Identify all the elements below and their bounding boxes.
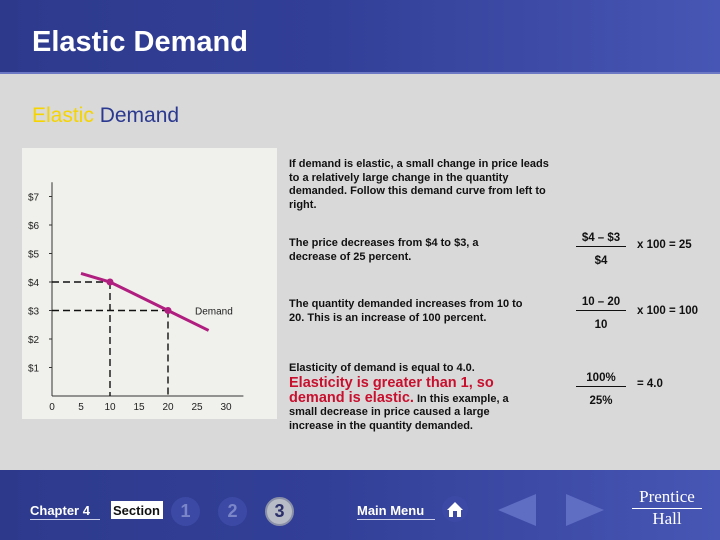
elasticity-fraction-denominator: 25%: [589, 395, 613, 407]
example-text: In this example, a small decrease in pri…: [289, 392, 509, 432]
publisher-logo: Prentice Hall: [622, 488, 712, 528]
chapter-link[interactable]: Chapter 4: [30, 503, 90, 518]
section-2-button[interactable]: 2: [218, 497, 247, 526]
brand-line-1: Prentice: [639, 487, 695, 506]
x-tick-label: 0: [49, 402, 55, 413]
y-tick-label: $5: [28, 250, 40, 261]
y-tick-label: $7: [28, 193, 40, 204]
subtitle: Elastic Demand: [32, 104, 179, 128]
demand-chart: $1$2$3$4$5$6$7051015202530QuantityPriceD…: [28, 182, 244, 413]
brand-line-2: Hall: [652, 509, 682, 528]
quantity-fraction: 10 – 20 10: [576, 296, 626, 331]
section-3-button[interactable]: 3: [265, 497, 294, 526]
elasticity-fraction-numerator: 100%: [576, 372, 626, 387]
y-tick-label: $2: [28, 335, 40, 346]
back-arrow-icon[interactable]: [496, 491, 540, 529]
quantity-change-text: The quantity demanded increases from 10 …: [289, 298, 523, 324]
elasticity-fraction: 100% 25%: [576, 372, 626, 407]
elasticity-result: = 4.0: [637, 378, 663, 390]
elastic-explanation: Elasticity is greater than 1, so demand …: [289, 375, 529, 433]
price-result: x 100 = 25: [637, 239, 692, 251]
quantity-fraction-numerator: 10 – 20: [576, 296, 626, 311]
y-tick-label: $6: [28, 221, 40, 232]
price-change-text: The price decreases from $4 to $3, a dec…: [289, 237, 479, 263]
price-fraction-numerator: $4 – $3: [576, 232, 626, 247]
main-menu-link[interactable]: Main Menu: [357, 503, 425, 518]
x-tick-label: 5: [78, 402, 84, 413]
x-tick-label: 25: [191, 402, 203, 413]
demand-label: Demand: [195, 307, 233, 318]
y-tick-label: $1: [28, 364, 40, 375]
price-fraction-denominator: $4: [594, 255, 608, 267]
price-fraction: $4 – $3 $4: [576, 232, 626, 267]
forward-arrow-icon[interactable]: [562, 491, 606, 529]
main-menu-underline: [357, 519, 435, 520]
intro-text: If demand is elastic, a small change in …: [289, 158, 549, 211]
chapter-underline: [30, 519, 100, 520]
elasticity-text: Elasticity of demand is equal to 4.0.: [289, 362, 475, 374]
chart-panel: $1$2$3$4$5$6$7051015202530QuantityPriceD…: [22, 148, 277, 419]
x-tick-label: 30: [220, 402, 232, 413]
page-title: Elastic Demand: [32, 26, 248, 58]
demand-point: [106, 278, 114, 286]
home-icon[interactable]: [441, 495, 469, 523]
y-tick-label: $4: [28, 278, 40, 289]
section-1-button[interactable]: 1: [171, 497, 200, 526]
x-tick-label: 20: [162, 402, 174, 413]
section-label-box: [111, 501, 163, 519]
footer-nav: Chapter 4 Section 1 2 3 Main Menu Prenti…: [0, 470, 720, 540]
quantity-result: x 100 = 100: [637, 305, 699, 317]
subtitle-rest: Demand: [93, 104, 180, 127]
x-tick-label: 10: [104, 402, 116, 413]
title-divider: [0, 72, 720, 74]
content-area: Elastic Demand $1 $2 $3 $4 $5 $6 $7 0 5 10 15 20 25 3…: [0, 74, 720, 470]
elastic-statement: Elasticity is greater than 1, so demand …: [289, 375, 494, 406]
subtitle-highlight: Elastic: [32, 104, 94, 127]
quantity-fraction-denominator: 10: [594, 319, 608, 331]
demand-point: [164, 307, 172, 314]
section-label: Section: [113, 503, 160, 518]
demand-curve: [80, 272, 210, 332]
y-tick-label: $3: [28, 307, 40, 318]
x-tick-label: 15: [133, 402, 145, 413]
